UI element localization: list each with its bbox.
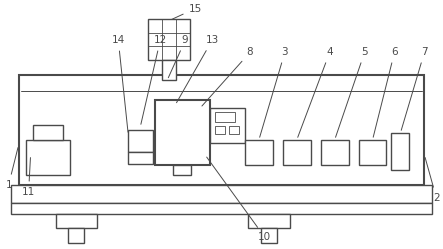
Bar	[33, 125, 62, 140]
Bar	[19, 75, 424, 185]
Text: 7: 7	[401, 47, 427, 130]
Text: 15: 15	[172, 4, 202, 19]
Bar	[55, 214, 97, 228]
Bar	[229, 126, 239, 134]
Text: 10: 10	[207, 157, 272, 242]
Bar	[215, 126, 225, 134]
Bar	[155, 100, 210, 165]
Text: 2: 2	[425, 158, 439, 203]
Bar	[321, 140, 349, 165]
Bar	[128, 152, 153, 164]
Bar	[210, 108, 245, 143]
Bar	[69, 228, 85, 243]
Text: 3: 3	[260, 47, 288, 137]
Bar	[283, 140, 311, 165]
Bar	[11, 203, 432, 214]
Bar	[392, 133, 409, 170]
Text: 14: 14	[112, 35, 128, 132]
Text: 13: 13	[176, 35, 219, 103]
Bar	[128, 130, 153, 152]
Bar	[26, 140, 70, 175]
Bar	[148, 19, 190, 60]
Bar	[162, 60, 176, 80]
Bar	[215, 112, 235, 122]
Text: 4: 4	[298, 47, 333, 137]
Text: 12: 12	[141, 35, 167, 124]
Text: 6: 6	[373, 47, 398, 137]
Bar	[245, 140, 273, 165]
Text: 5: 5	[335, 47, 368, 137]
Text: 9: 9	[168, 35, 188, 78]
Bar	[248, 214, 290, 228]
Text: 8: 8	[202, 47, 253, 106]
Bar	[358, 140, 386, 165]
Bar	[11, 185, 432, 203]
Text: 11: 11	[22, 158, 35, 197]
Text: 1: 1	[5, 148, 18, 190]
Bar	[261, 228, 277, 243]
Bar	[173, 165, 191, 175]
